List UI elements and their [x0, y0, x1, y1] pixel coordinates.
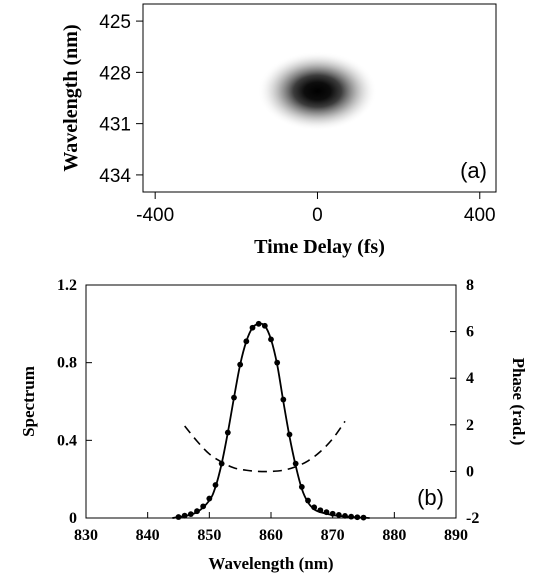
panel-b-y2-axis-label: Phase (rad.) [509, 358, 528, 446]
panel-b-y2-tick-label: 2 [466, 417, 474, 434]
panel-b-x-tick-label: 880 [382, 527, 406, 544]
panel-b-x-tick-label: 860 [259, 527, 283, 544]
spectrum-point [194, 508, 200, 515]
spectrum-point [280, 396, 287, 403]
panel-b-y-axis-label: Spectrum [19, 366, 38, 437]
spectrum-point [255, 320, 262, 327]
panel-a-y-tick-label: 431 [99, 115, 131, 136]
panel-b-y2-tick-label: 4 [466, 370, 474, 387]
panel-a-plot-frame [142, 3, 497, 193]
spectrum-point [200, 503, 207, 510]
spectrum-point [305, 497, 311, 504]
panel-b-y-tick-label: 0.4 [57, 432, 77, 449]
spectrum-point [243, 338, 250, 345]
spectrum-point [323, 509, 330, 516]
panel-b-y-tick-label: 0.8 [57, 355, 77, 372]
panel-a-intensity-blob [257, 51, 378, 131]
spectrum-point [292, 460, 299, 467]
spectrum-point [231, 394, 237, 401]
panel-b-x-tick-label: 890 [444, 527, 468, 544]
panel-a: -400 0 400 425 428 431 434 Time Delay (fs) Wav… [60, 3, 497, 258]
panel-a-y-tick-label: 428 [99, 63, 131, 84]
panel-a-x-tick-label: 0 [312, 205, 323, 226]
panel-a-y-axis-label: Wavelength (nm) [60, 24, 82, 171]
panel-b-y2-tick-label: -2 [466, 510, 479, 527]
panel-a-letter: (a) [460, 158, 487, 183]
panel-b-y2-tick-label: 8 [466, 277, 474, 294]
spectrum-point [206, 495, 213, 502]
panel-a-y-tick-label: 434 [99, 166, 131, 187]
spectrum-curve [172, 322, 370, 519]
panel-a-x-tick-label: -400 [136, 205, 174, 226]
spectrum-point [261, 322, 268, 329]
panel-b-x-tick-label: 840 [136, 527, 160, 544]
spectrum-point [224, 429, 231, 436]
panel-b-x-axis-label: Wavelength (nm) [208, 554, 333, 573]
spectrum-point [335, 511, 342, 518]
spectrum-point [360, 514, 367, 521]
panel-a-ticks: -400 0 400 425 428 431 434 [99, 12, 495, 226]
panel-a-x-tick-label: 400 [464, 205, 496, 226]
panel-b-ticks: 830 840 850 860 870 880 890 0 0.4 0.8 1.2 -2 0 2 4 6 8 [57, 277, 479, 544]
panel-b-x-tick-label: 830 [74, 527, 98, 544]
spectrum-point [218, 460, 225, 467]
phase-curve [184, 420, 346, 473]
spectrum-point [348, 513, 355, 520]
spectrum-point [342, 512, 348, 519]
panel-b-y2-tick-label: 6 [466, 324, 474, 341]
panel-b-x-tick-label: 850 [197, 527, 221, 544]
spectrum-point [249, 324, 256, 331]
panel-b-y-tick-label: 0 [69, 510, 77, 527]
spectrum-point [354, 514, 361, 521]
spectrum-point [317, 507, 324, 514]
spectrum-point [181, 512, 188, 519]
spectrum-points [175, 320, 367, 521]
spectrum-point [298, 484, 305, 490]
panel-b: 830 840 850 860 870 880 890 0 0.4 0.8 1.2 -2 0 2 4 6 8 W… [19, 277, 528, 573]
spectrum-point [268, 336, 274, 343]
spectrum-point [187, 511, 194, 518]
spectrum-point [274, 359, 281, 366]
panel-b-y2-tick-label: 0 [466, 463, 474, 480]
panel-b-letter: (b) [417, 485, 444, 510]
spectrum-point [311, 504, 318, 511]
spectrum-point [237, 361, 244, 368]
panel-a-y-tick-label: 425 [99, 12, 131, 33]
spectrum-point [175, 514, 182, 520]
spectrum-point [286, 431, 293, 438]
panel-b-plot-frame [85, 284, 457, 519]
panel-a-x-axis-label: Time Delay (fs) [254, 236, 385, 258]
spectrum-point [212, 482, 219, 488]
panel-b-y-tick-label: 1.2 [57, 277, 77, 294]
panel-b-x-tick-label: 870 [321, 527, 345, 544]
